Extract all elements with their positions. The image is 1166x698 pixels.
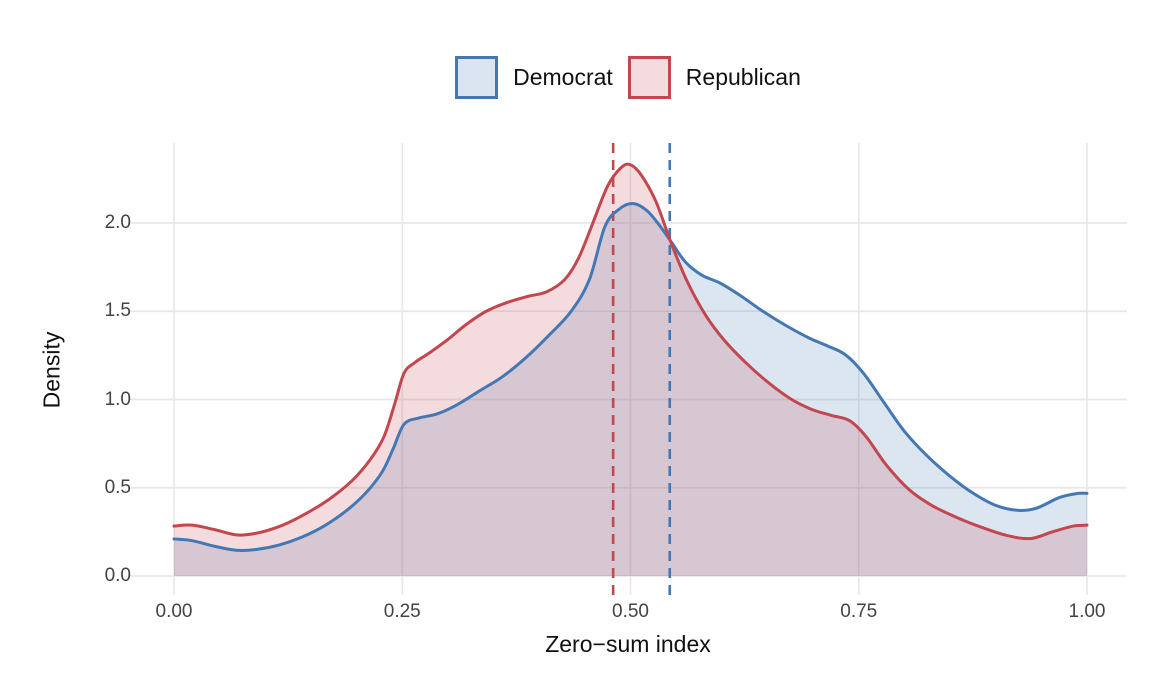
x-tick-label-0.50: 0.50 [612, 601, 649, 622]
legend-label-democrat: Democrat [513, 64, 613, 90]
y-tick-label-0.0: 0.0 [104, 565, 131, 586]
x-tick-label-0.75: 0.75 [840, 601, 878, 622]
legend-item-republican: Republican [627, 56, 801, 99]
density-curve-republican [172, 162, 1089, 541]
y-tick-label-0.5: 0.5 [104, 476, 131, 498]
y-tick-label-1.0: 1.0 [104, 388, 131, 410]
legend-key-democrat-swatch [455, 56, 499, 99]
density-curve-democrat [172, 202, 1089, 552]
legend-label-republican: Republican [685, 64, 801, 90]
x-tick-label-0.00: 0.00 [155, 601, 193, 622]
y-tick-label-1.5: 1.5 [104, 300, 131, 322]
x-tick-label-0.25: 0.25 [383, 601, 421, 622]
legend: Democrat Republican [129, 56, 1127, 99]
x-axis-title: Zero−sum index [545, 631, 711, 657]
density-fill-democrat [174, 203, 1087, 577]
legend-key-republican-swatch [627, 56, 671, 99]
density-fill-republican [174, 164, 1087, 576]
legend-item-democrat: Democrat [455, 56, 613, 99]
x-tick-label-1.00: 1.00 [1068, 601, 1106, 622]
y-tick-label-2.0: 2.0 [104, 212, 131, 233]
